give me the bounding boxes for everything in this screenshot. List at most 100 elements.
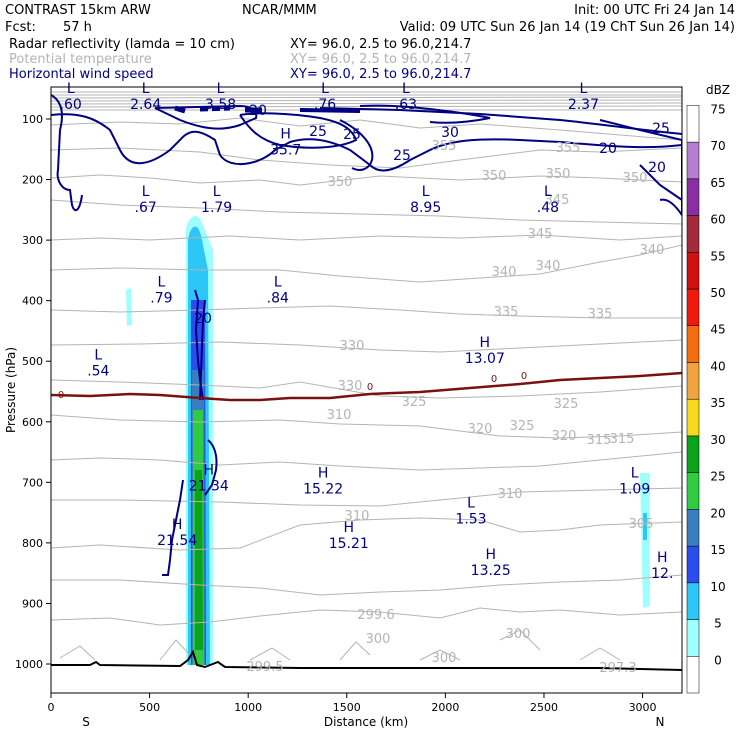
extremum-value: 1.79 xyxy=(201,200,232,216)
x-axis-south-label: S xyxy=(82,715,90,729)
field-name-wind: Horizontal wind speed xyxy=(9,67,154,82)
y-tick-label: 100 xyxy=(22,113,43,126)
colorbar-level-label: 45 xyxy=(710,323,725,337)
reflectivity-cell-north xyxy=(640,473,650,608)
y-axis-label: Pressure (hPa) xyxy=(4,347,18,433)
reflectivity-small-cell-west xyxy=(126,288,132,326)
colorbar-swatch xyxy=(686,398,700,437)
extremum-value: 8.95 xyxy=(410,200,441,216)
theta-contour-label: 355 xyxy=(556,141,581,156)
colorbar-level-label: 40 xyxy=(710,359,725,373)
wind-contour-label: 25 xyxy=(652,121,670,137)
field-name-theta: Potential temperature xyxy=(9,52,152,67)
model-source: NCAR/MMM xyxy=(242,3,317,18)
wind-contour-label: 25 xyxy=(343,127,361,143)
extremum-value: .63 xyxy=(395,97,417,113)
extremum-kind: L xyxy=(217,81,225,97)
wind-contours xyxy=(51,94,682,576)
y-tick-label: 400 xyxy=(22,295,43,308)
wind-contour-label: 20 xyxy=(194,311,212,327)
freezing-level-label: 0 xyxy=(521,371,527,382)
theta-contour-label: 355 xyxy=(432,139,457,154)
theta-contour-label: 325 xyxy=(554,397,579,412)
valid-time: Valid: 09 UTC Sun 26 Jan 14 (19 ChT Sun … xyxy=(400,20,735,35)
theta-contour-label: 350 xyxy=(482,169,507,184)
theta-contour-label: 325 xyxy=(402,395,427,410)
colorbar-level-label: 35 xyxy=(710,396,725,410)
y-tick-label: 1000 xyxy=(15,658,43,671)
extremum-kind: H xyxy=(203,462,214,478)
theta-contour-label: 320 xyxy=(468,422,493,437)
extremum-kind: H xyxy=(343,520,354,536)
extremum-kind: L xyxy=(631,465,639,481)
x-axis: 0 500 1000 1500 2000 2500 3000 xyxy=(48,693,657,714)
extremum-kind: L xyxy=(142,184,150,200)
forecast-hour: 57 h xyxy=(63,20,92,35)
extremum-value: 1.53 xyxy=(455,512,486,528)
extremum-kind: H xyxy=(318,465,329,481)
theta-contour-label: 350 xyxy=(623,171,648,186)
extremum-kind: L xyxy=(422,184,430,200)
colorbar-swatch xyxy=(686,178,700,216)
extremum-kind: L xyxy=(158,275,166,291)
extremum-kind: H xyxy=(485,547,496,563)
freezing-level-label: 0 xyxy=(58,390,64,401)
extremum-value: 15.21 xyxy=(329,536,369,552)
contour-labels: 350 350 350 350 345 345 340 340 340 335 335 330 330 3… xyxy=(58,81,674,676)
y-tick-label: 600 xyxy=(22,416,43,429)
x-axis-north-label: N xyxy=(656,715,665,729)
extremum-value: .76 xyxy=(314,97,336,113)
wind-contour-label: 30 xyxy=(441,125,459,141)
theta-contour-label: 335 xyxy=(588,307,613,322)
x-tick-label: 0 xyxy=(48,701,55,714)
extremum-kind: L xyxy=(402,81,410,97)
y-axis: 100 200 300 400 500 600 700 800 900 1000 xyxy=(15,113,51,671)
theta-contour-label: 335 xyxy=(494,305,519,320)
theta-contour-label: 310 xyxy=(327,408,352,423)
colorbar-level-label: 10 xyxy=(710,580,725,594)
extremum-kind: L xyxy=(544,184,552,200)
theta-contour-label: 350 xyxy=(546,167,571,182)
colorbar-swatch xyxy=(686,141,700,180)
theta-contour-label: 300 xyxy=(506,627,531,642)
theta-contour-label: 340 xyxy=(640,243,665,258)
y-tick-label: 300 xyxy=(22,234,43,247)
extremum-value: .54 xyxy=(87,363,109,379)
extremum-value: 2.37 xyxy=(568,97,599,113)
colorbar-level-label: 0 xyxy=(714,653,722,667)
freezing-level-label: 0 xyxy=(367,382,373,393)
extremum-value: 12. xyxy=(651,566,673,582)
colorbar-level-label: 20 xyxy=(710,506,725,520)
theta-contour-label: 330 xyxy=(338,379,363,394)
wind-contour-label: 25 xyxy=(309,124,327,140)
wind-contour-label: 20 xyxy=(648,160,666,176)
theta-contour-label: 310 xyxy=(345,509,370,524)
theta-contour-label: 330 xyxy=(340,339,365,354)
theta-contour-label: 299.5 xyxy=(246,660,283,675)
theta-contour-label: 350 xyxy=(328,175,353,190)
colorbar-level-label: 15 xyxy=(710,543,725,557)
extremum-value: 21.54 xyxy=(157,533,197,549)
colorbar-level-label: 55 xyxy=(710,249,725,263)
wind-contour-label: 20 xyxy=(249,103,267,119)
init-time: Init: 00 UTC Fri 24 Jan 14 xyxy=(574,3,735,18)
colorbar-swatch xyxy=(686,215,700,253)
colorbar-swatch xyxy=(686,472,700,510)
colorbar-level-label: 65 xyxy=(710,176,725,190)
extremum-kind: L xyxy=(94,347,102,363)
extremum-value: .67 xyxy=(135,200,157,216)
theta-contour-label: 310 xyxy=(498,487,523,502)
colorbar-swatch xyxy=(686,545,700,584)
figure-header: CONTRAST 15km ARW NCAR/MMM Init: 00 UTC … xyxy=(5,3,735,82)
colorbar-level-label: 25 xyxy=(710,470,725,484)
extremum-value: 2.64 xyxy=(130,97,161,113)
field-xy-theta: XY= 96.0, 2.5 to 96.0,214.7 xyxy=(290,52,471,67)
colorbar: dBZ 0 5 10 15 20 25 30 35 40 45 50 55 60 65 70 75 xyxy=(686,83,730,694)
colorbar-unit: dBZ xyxy=(706,83,730,97)
extremum-kind: L xyxy=(321,81,329,97)
x-tick-label: 1000 xyxy=(234,701,262,714)
extremum-value: 3.58 xyxy=(205,97,236,113)
colorbar-swatch xyxy=(686,435,700,473)
colorbar-level-label: 30 xyxy=(710,433,725,447)
extremum-value: 13.07 xyxy=(465,351,505,367)
